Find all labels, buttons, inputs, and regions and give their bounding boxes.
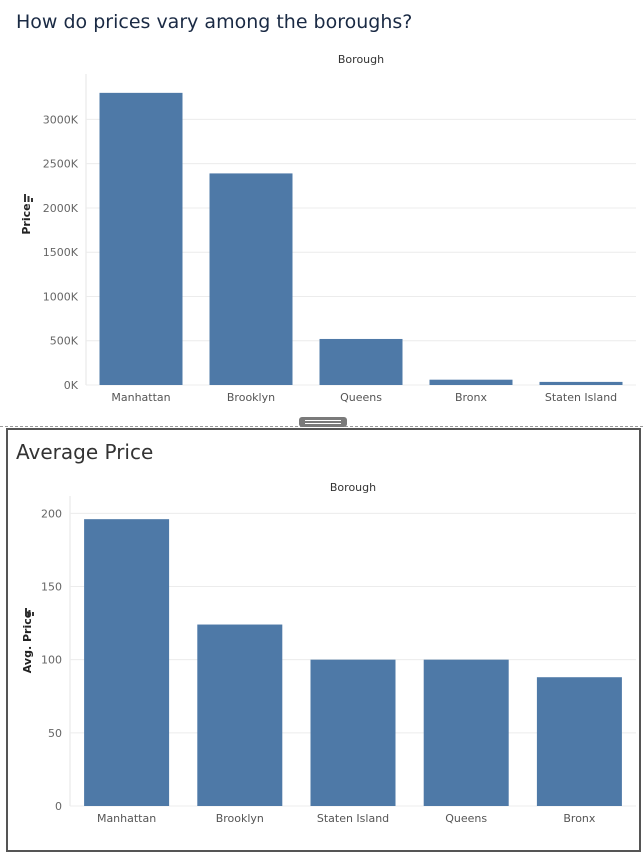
y-tick-label: 200 <box>41 507 62 520</box>
bar-manhattan[interactable] <box>84 519 170 806</box>
x-category-label: Manhattan <box>97 812 156 825</box>
y-tick-label: 3000K <box>43 113 79 126</box>
x-category-label: Bronx <box>455 391 488 404</box>
y-tick-label: 0K <box>64 379 79 392</box>
x-category-label: Brooklyn <box>227 391 275 404</box>
price-by-borough-chart[interactable]: Borough Price 0K 500K 1000K 1500K 2000K 2500K 30… <box>0 44 643 414</box>
y-tick-label: 1000K <box>43 290 79 303</box>
bar-queens[interactable] <box>319 338 403 385</box>
x-category-label: Queens <box>340 391 382 404</box>
y-tick-label: 50 <box>48 727 62 740</box>
sheet-title: How do prices vary among the boroughs? <box>16 11 413 33</box>
sort-icon[interactable] <box>24 194 33 202</box>
y-axis-title: Avg. Price <box>21 611 34 673</box>
x-category-label: Manhattan <box>111 391 170 404</box>
y-tick-label: 1500K <box>43 246 79 259</box>
x-category-label: Bronx <box>563 812 596 825</box>
y-axis-title: Price <box>20 203 33 234</box>
x-category-label: Staten Island <box>317 812 389 825</box>
bar-bronx[interactable] <box>429 379 513 385</box>
resize-handle-icon[interactable] <box>299 417 347 427</box>
bar-manhattan[interactable] <box>99 92 183 385</box>
y-tick-label: 0 <box>55 800 62 813</box>
y-tick-label: 150 <box>41 580 62 593</box>
x-category-label: Queens <box>445 812 487 825</box>
x-category-label: Staten Island <box>545 391 617 404</box>
bar-queens[interactable] <box>423 659 509 806</box>
bar-brooklyn[interactable] <box>197 624 283 806</box>
bar-staten-island[interactable] <box>310 659 396 806</box>
bar-brooklyn[interactable] <box>209 173 293 385</box>
average-price-chart[interactable]: Borough Avg. Price 0 50 100 150 200 Manhattan Br… <box>0 472 643 837</box>
column-header: Borough <box>330 481 376 494</box>
bar-bronx[interactable] <box>536 677 622 806</box>
y-tick-label: 500K <box>50 335 79 348</box>
y-tick-label: 100 <box>41 654 62 667</box>
average-price-panel[interactable] <box>6 428 641 852</box>
bar-staten-island[interactable] <box>539 381 623 385</box>
y-tick-label: 2500K <box>43 158 79 171</box>
panel-title: Average Price <box>16 440 154 464</box>
column-header: Borough <box>338 53 384 66</box>
sort-icon[interactable] <box>25 608 34 616</box>
y-tick-label: 2000K <box>43 202 79 215</box>
x-category-label: Brooklyn <box>216 812 264 825</box>
